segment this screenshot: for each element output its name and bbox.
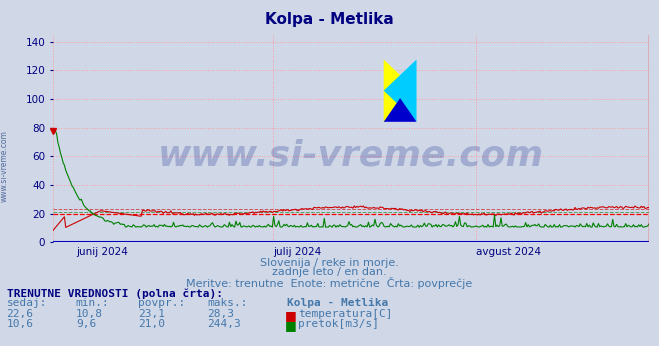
Text: Meritve: trenutne  Enote: metrične  Črta: povprečje: Meritve: trenutne Enote: metrične Črta: … (186, 277, 473, 289)
Text: ■: ■ (285, 319, 297, 332)
Polygon shape (384, 98, 416, 122)
Text: TRENUTNE VREDNOSTI (polna črta):: TRENUTNE VREDNOSTI (polna črta): (7, 289, 223, 299)
Polygon shape (384, 60, 416, 122)
Text: 21,0: 21,0 (138, 319, 165, 329)
Text: 10,8: 10,8 (76, 309, 103, 319)
Text: pretok[m3/s]: pretok[m3/s] (298, 319, 379, 329)
Text: 23,1: 23,1 (138, 309, 165, 319)
Text: min.:: min.: (76, 298, 109, 308)
Text: 9,6: 9,6 (76, 319, 96, 329)
Text: www.si-vreme.com: www.si-vreme.com (158, 138, 544, 172)
Text: 28,3: 28,3 (208, 309, 235, 319)
Polygon shape (384, 60, 416, 122)
Text: 22,6: 22,6 (7, 309, 34, 319)
Text: sedaj:: sedaj: (7, 298, 47, 308)
Text: www.si-vreme.com: www.si-vreme.com (0, 130, 9, 202)
Text: 10,6: 10,6 (7, 319, 34, 329)
Text: Slovenija / reke in morje.: Slovenija / reke in morje. (260, 258, 399, 268)
Text: Kolpa - Metlika: Kolpa - Metlika (287, 298, 388, 308)
Text: povpr.:: povpr.: (138, 298, 186, 308)
Text: ■: ■ (285, 309, 297, 322)
Text: junij 2024: junij 2024 (76, 247, 129, 257)
Text: maks.:: maks.: (208, 298, 248, 308)
Text: zadnje leto / en dan.: zadnje leto / en dan. (272, 267, 387, 277)
Text: Kolpa - Metlika: Kolpa - Metlika (265, 12, 394, 27)
Text: avgust 2024: avgust 2024 (476, 247, 541, 257)
Text: temperatura[C]: temperatura[C] (298, 309, 392, 319)
Text: julij 2024: julij 2024 (273, 247, 322, 257)
Text: 244,3: 244,3 (208, 319, 241, 329)
